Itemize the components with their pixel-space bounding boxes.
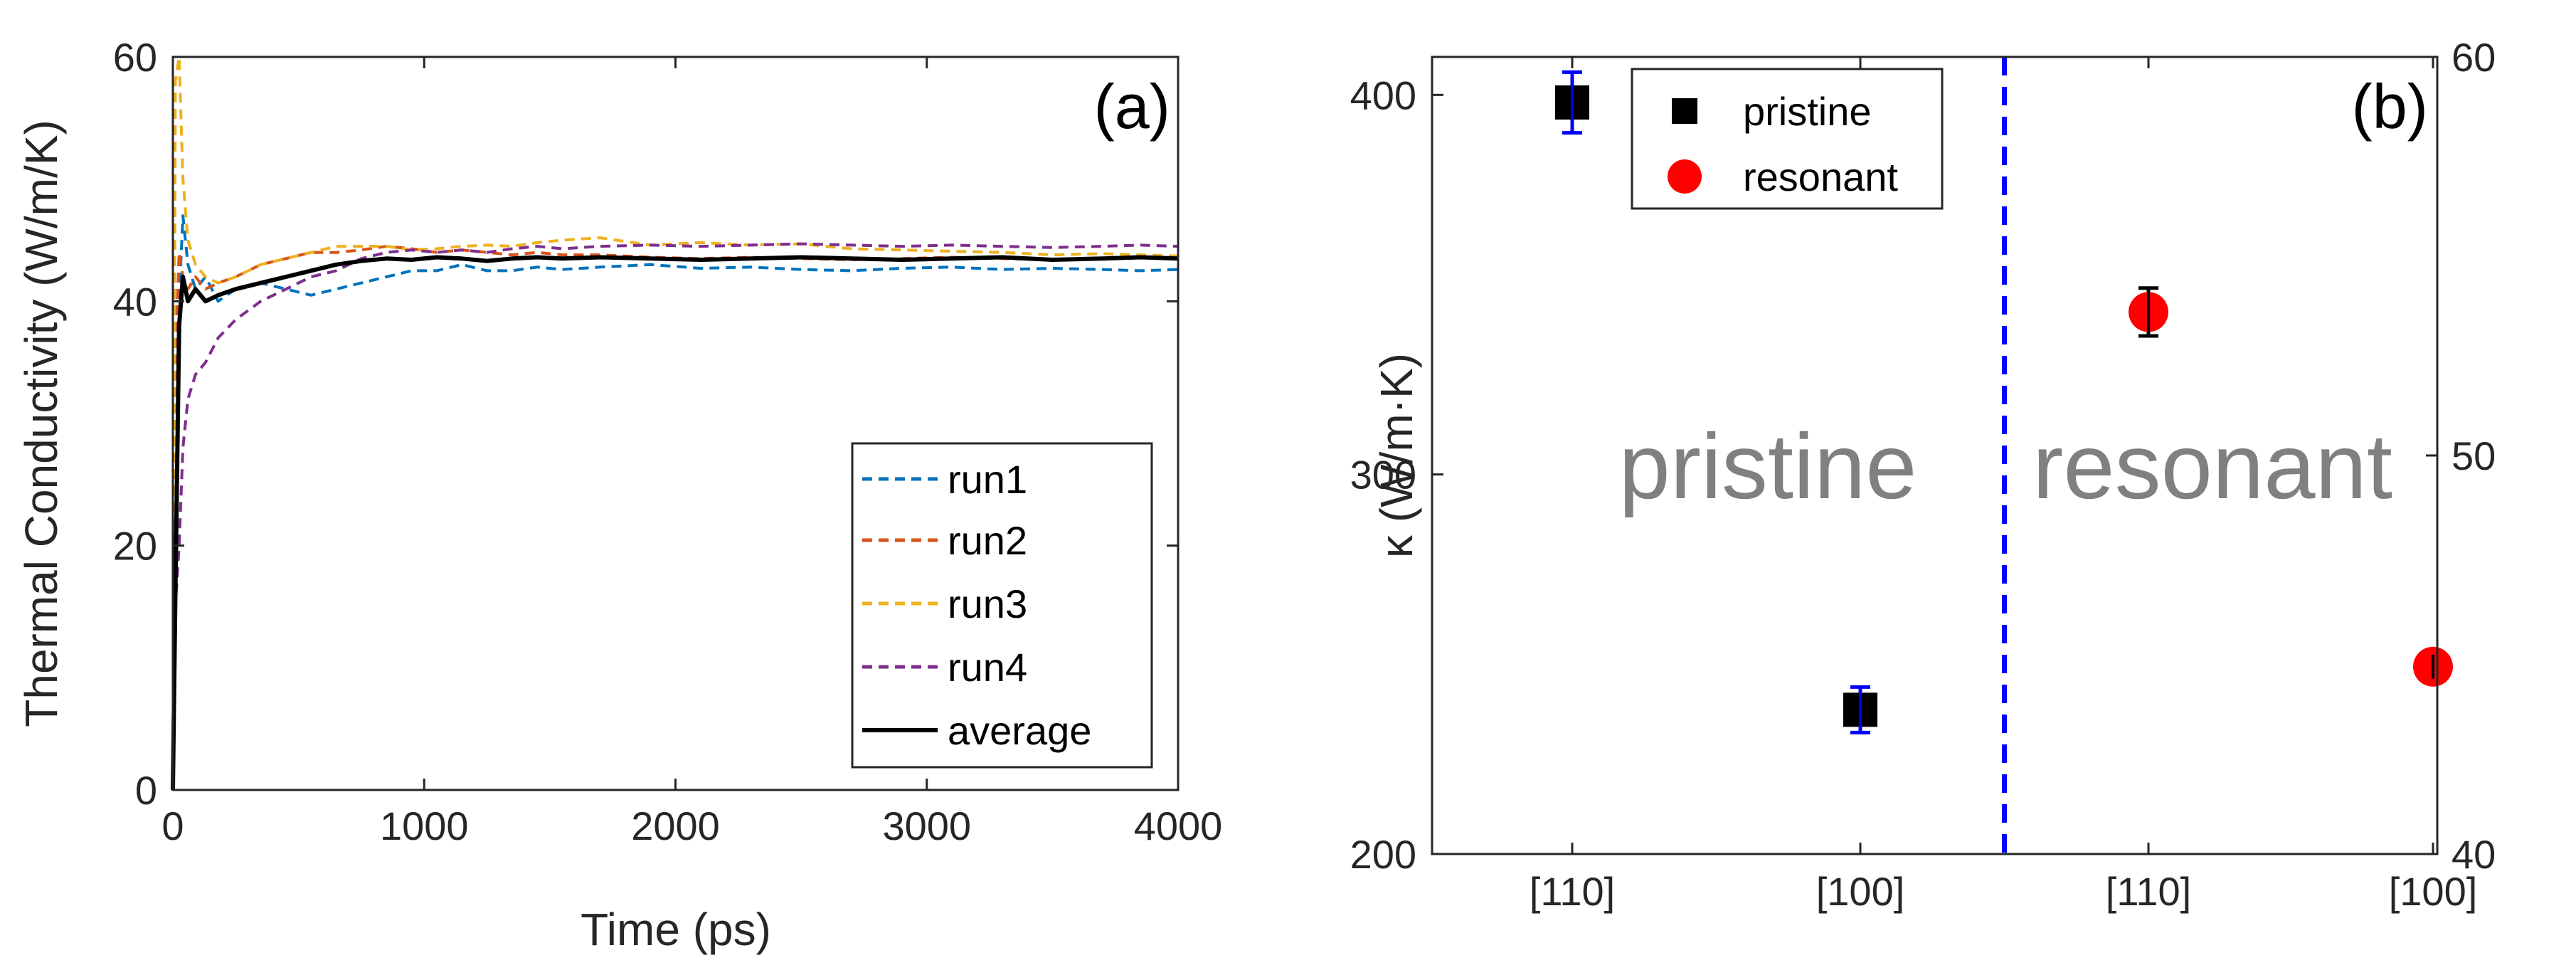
x-tick-label: [110] [1530,869,1615,914]
panel-b-y-axis-label: κ (W/m·K) [1371,353,1422,558]
panel-a-series-layer [171,56,1179,791]
x-tick-label: [110] [2106,869,2191,914]
y-tick-label: 20 [113,524,157,569]
legend-pristine-label: pristine [1743,89,1872,134]
panel-a-x-axis-label: Time (ps) [581,904,771,955]
series-line-run1 [171,214,1179,791]
panel-b-points-layer [1555,70,2453,734]
region-label-pristine: pristine [1618,414,1917,518]
x-tick-label: [100] [1816,869,1905,914]
y2-tick-label: 50 [2452,433,2496,478]
x-tick-label: 2000 [631,803,720,848]
legend-resonant-label: resonant [1743,154,1898,199]
y-tick-label: 300 [1350,453,1416,497]
y-tick-label: 40 [113,279,157,324]
y-tick-label: 0 [135,768,157,813]
panel-a-line-chart: 0 1000 2000 3000 4000 0 20 40 60 (a) Time (ps) T… [16,35,1222,955]
legend-average-label: average [948,708,1091,753]
panel-b-ticks: [110] [100] [110] [100] 200 300 400 40 50 60 [1350,35,2496,914]
series-line-run3 [171,56,1179,791]
y-tick-label: 60 [113,35,157,80]
panel-a-legend: run1 run2 run3 run4 average [851,442,1153,769]
y2-tick-label: 40 [2452,832,2496,877]
panel-b-scatter-chart: pristine resonant [110] [100] [110] [100] 20… [1350,35,2496,914]
panel-b-label: (b) [2351,71,2428,142]
y-tick-label: 400 [1350,73,1416,117]
y2-tick-label: 60 [2452,35,2496,80]
y-tick-label: 200 [1350,832,1416,877]
x-tick-label: 4000 [1134,803,1223,848]
region-label-resonant: resonant [2032,414,2392,518]
series-line-average [171,255,1179,791]
panel-a-y-axis-label: Thermal Conductivity (W/m/K) [16,120,67,727]
panel-a-ticks: 0 1000 2000 3000 4000 0 20 40 60 [113,35,1223,848]
x-tick-label: [100] [2389,869,2478,914]
series-line-run4 [171,242,1179,791]
legend-run3-label: run3 [948,581,1027,626]
legend-run1-label: run1 [948,457,1027,502]
x-tick-label: 3000 [882,803,971,848]
legend-run2-label: run2 [948,518,1027,563]
panel-a-label: (a) [1093,71,1170,142]
legend-resonant-marker [1668,159,1702,194]
x-tick-label: 0 [161,803,184,848]
legend-pristine-marker [1672,98,1697,124]
x-tick-label: 1000 [380,803,469,848]
panel-b-legend: pristine resonant [1631,68,1944,210]
legend-run4-label: run4 [948,645,1027,690]
